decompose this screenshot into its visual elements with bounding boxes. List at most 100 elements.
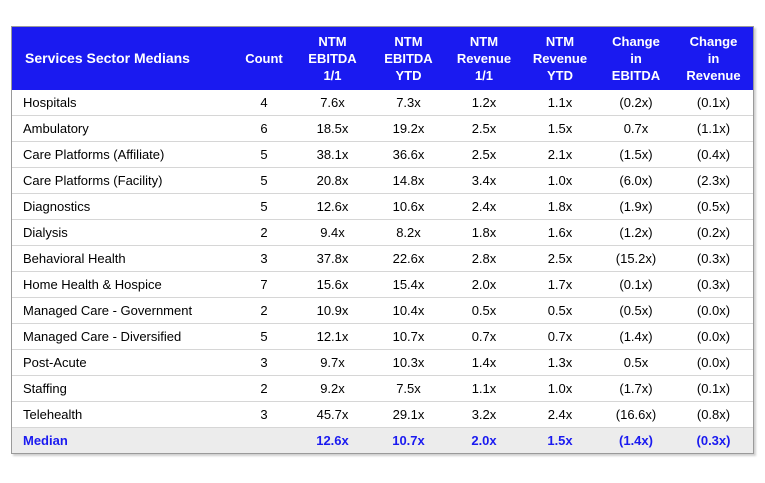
header-sector-line: Services Sector Medians — [25, 50, 190, 66]
cell-ntm-ebitda-1-1: 10.9x — [294, 297, 371, 324]
cell-ntm-ebitda-1-1: 18.5x — [294, 115, 371, 142]
cell-count: 2 — [234, 219, 294, 246]
cell-ntm-ebitda-1-1: 12.6x — [294, 193, 371, 220]
median-cell-ntm-revenue-ytd: 1.5x — [522, 427, 598, 453]
cell-sector-name: Dialysis — [12, 219, 234, 246]
cell-count: 3 — [234, 401, 294, 428]
cell-change-in-revenue: (0.3x) — [674, 271, 753, 298]
cell-ntm-revenue-ytd: 1.0x — [522, 167, 598, 194]
cell-ntm-revenue-ytd: 2.4x — [522, 401, 598, 428]
cell-ntm-revenue-1-1: 3.4x — [446, 167, 522, 194]
cell-ntm-revenue-1-1: 1.8x — [446, 219, 522, 246]
header-count-line: Count — [245, 51, 283, 66]
cell-sector-name: Post-Acute — [12, 349, 234, 376]
table-row: Care Platforms (Affiliate) 5 38.1x 36.6x 2.5… — [12, 141, 753, 168]
cell-sector-name: Managed Care - Diversified — [12, 323, 234, 350]
cell-ntm-revenue-1-1: 2.5x — [446, 141, 522, 168]
cell-sector-name: Telehealth — [12, 401, 234, 428]
table-row: Managed Care - Diversified 5 12.1x 10.7x 0.7… — [12, 323, 753, 350]
header-count: Count — [234, 27, 294, 90]
cell-change-in-ebitda: 0.5x — [598, 349, 674, 376]
cell-count: 7 — [234, 271, 294, 298]
cell-change-in-ebitda: (1.7x) — [598, 375, 674, 402]
cell-change-in-ebitda: (1.2x) — [598, 219, 674, 246]
cell-change-in-ebitda: (1.9x) — [598, 193, 674, 220]
cell-ntm-ebitda-ytd: 10.7x — [371, 323, 446, 350]
cell-change-in-ebitda: (6.0x) — [598, 167, 674, 194]
cell-sector-name: Staffing — [12, 375, 234, 402]
cell-ntm-revenue-1-1: 2.4x — [446, 193, 522, 220]
header-ntm-revenue-1-1-line: Revenue — [456, 51, 512, 66]
header-ntm-ebitda-1-1: NTM EBITDA 1/1 — [294, 27, 371, 90]
cell-sector-name: Care Platforms (Facility) — [12, 167, 234, 194]
cell-sector-name: Managed Care - Government — [12, 297, 234, 324]
cell-ntm-ebitda-1-1: 9.7x — [294, 349, 371, 376]
cell-count: 5 — [234, 167, 294, 194]
cell-change-in-ebitda: (15.2x) — [598, 245, 674, 272]
header-change-in-ebitda: Change in EBITDA — [598, 27, 674, 90]
cell-ntm-ebitda-ytd: 10.3x — [371, 349, 446, 376]
header-change-in-ebitda-line: in — [630, 51, 642, 66]
cell-ntm-revenue-ytd: 1.0x — [522, 375, 598, 402]
cell-ntm-revenue-1-1: 1.4x — [446, 349, 522, 376]
table-row: Care Platforms (Facility) 5 20.8x 14.8x 3.4x… — [12, 167, 753, 194]
cell-ntm-ebitda-ytd: 10.6x — [371, 193, 446, 220]
cell-count: 3 — [234, 349, 294, 376]
services-sector-medians-table-container: Services Sector Medians Count NTM EBITDA 1/1… — [11, 26, 754, 454]
table-row: Dialysis 2 9.4x 8.2x 1.8x 1.6x (1.2x) (0.2x) — [12, 219, 753, 246]
header-change-in-revenue-line: Revenue — [686, 68, 741, 83]
cell-change-in-revenue: (0.3x) — [674, 245, 753, 272]
cell-ntm-revenue-ytd: 1.1x — [522, 90, 598, 116]
cell-ntm-revenue-ytd: 1.5x — [522, 115, 598, 142]
cell-ntm-revenue-ytd: 2.1x — [522, 141, 598, 168]
cell-change-in-revenue: (2.3x) — [674, 167, 753, 194]
cell-change-in-revenue: (0.0x) — [674, 323, 753, 350]
table-row: Diagnostics 5 12.6x 10.6x 2.4x 1.8x (1.9x) (0.5… — [12, 193, 753, 220]
cell-count: 6 — [234, 115, 294, 142]
cell-ntm-ebitda-ytd: 8.2x — [371, 219, 446, 246]
cell-ntm-ebitda-1-1: 9.4x — [294, 219, 371, 246]
cell-sector-name: Home Health & Hospice — [12, 271, 234, 298]
table-row: Post-Acute 3 9.7x 10.3x 1.4x 1.3x 0.5x (0.0x) — [12, 349, 753, 376]
header-ntm-revenue-1-1-line: 1/1 — [474, 68, 494, 83]
cell-change-in-ebitda: (0.2x) — [598, 90, 674, 116]
table-row: Home Health & Hospice 7 15.6x 15.4x 2.0x 1.7x… — [12, 271, 753, 298]
cell-ntm-revenue-1-1: 2.0x — [446, 271, 522, 298]
header-ntm-revenue-ytd-line: Revenue — [532, 51, 588, 66]
cell-count: 3 — [234, 245, 294, 272]
cell-sector-name: Hospitals — [12, 90, 234, 116]
cell-sector-name: Care Platforms (Affiliate) — [12, 141, 234, 168]
header-ntm-ebitda-ytd-line: YTD — [395, 68, 422, 83]
median-cell-count — [234, 427, 294, 453]
cell-change-in-revenue: (0.5x) — [674, 193, 753, 220]
cell-change-in-ebitda: (1.5x) — [598, 141, 674, 168]
header-sector: Services Sector Medians — [12, 27, 234, 90]
header-ntm-ebitda-1-1-line: NTM — [318, 34, 347, 49]
median-cell-change-in-revenue: (0.3x) — [674, 427, 753, 453]
cell-count: 5 — [234, 141, 294, 168]
cell-ntm-ebitda-1-1: 38.1x — [294, 141, 371, 168]
services-sector-medians-table: Services Sector Medians Count NTM EBITDA 1/1… — [12, 27, 753, 453]
header-change-in-revenue-line: in — [707, 51, 720, 66]
header-change-in-ebitda-line: EBITDA — [611, 68, 661, 83]
table-row: Ambulatory 6 18.5x 19.2x 2.5x 1.5x 0.7x (1.1x) — [12, 115, 753, 142]
cell-ntm-ebitda-ytd: 19.2x — [371, 115, 446, 142]
cell-ntm-ebitda-1-1: 9.2x — [294, 375, 371, 402]
cell-ntm-revenue-ytd: 1.6x — [522, 219, 598, 246]
cell-ntm-revenue-1-1: 1.2x — [446, 90, 522, 116]
cell-ntm-revenue-1-1: 3.2x — [446, 401, 522, 428]
cell-ntm-ebitda-1-1: 45.7x — [294, 401, 371, 428]
cell-sector-name: Behavioral Health — [12, 245, 234, 272]
cell-count: 5 — [234, 193, 294, 220]
cell-ntm-ebitda-ytd: 7.3x — [371, 90, 446, 116]
cell-ntm-revenue-ytd: 2.5x — [522, 245, 598, 272]
cell-ntm-ebitda-ytd: 15.4x — [371, 271, 446, 298]
cell-change-in-ebitda: (0.5x) — [598, 297, 674, 324]
header-change-in-revenue-line: Change — [689, 34, 738, 49]
cell-ntm-revenue-ytd: 1.7x — [522, 271, 598, 298]
header-ntm-ebitda-1-1-line: EBITDA — [308, 51, 357, 66]
cell-sector-name: Diagnostics — [12, 193, 234, 220]
table-body: Hospitals 4 7.6x 7.3x 1.2x 1.1x (0.2x) (0.1x) Am… — [12, 90, 753, 453]
cell-ntm-revenue-ytd: 1.3x — [522, 349, 598, 376]
cell-count: 4 — [234, 90, 294, 116]
